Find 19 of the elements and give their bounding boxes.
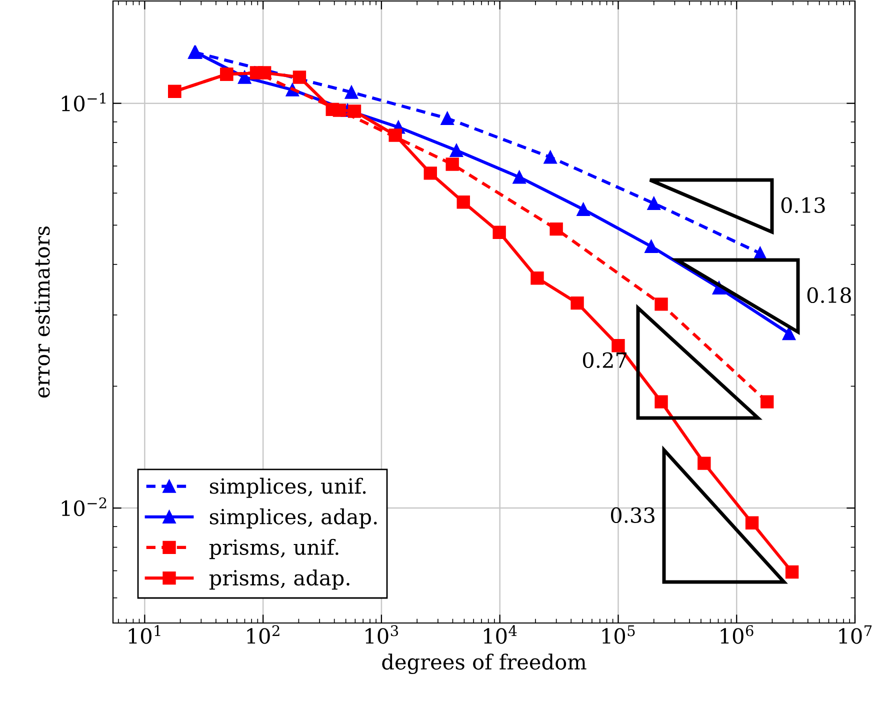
x-tick-label: 10$^{5}$ bbox=[602, 625, 635, 644]
annotation: 0.18 bbox=[807, 287, 851, 304]
x-tick-label: 10$^{4}$ bbox=[484, 625, 517, 644]
annotation: 0.27 bbox=[582, 352, 626, 368]
x-tick-label: 10$^{7}$ bbox=[839, 625, 872, 644]
annotation: 0.13 bbox=[781, 197, 825, 214]
x-tick-label: 10$^{1}$ bbox=[128, 625, 160, 644]
y-tick-label: 10$^{−1}$ bbox=[62, 92, 106, 112]
legend-label: prisms, adap. bbox=[209, 570, 350, 590]
x-axis-title: degrees of freedom bbox=[382, 654, 586, 674]
y-tick-label: 10$^{−2}$ bbox=[62, 497, 106, 516]
legend-label: simplices, adap. bbox=[210, 508, 377, 529]
legend-label: prisms, unif. bbox=[209, 538, 338, 560]
x-tick-label: 10$^{2}$ bbox=[247, 625, 280, 644]
x-tick-label: 10$^{3}$ bbox=[366, 625, 398, 644]
y-axis-title: error estimators bbox=[34, 226, 50, 398]
x-tick-label: 10$^{6}$ bbox=[720, 625, 754, 644]
annotation: 0.33 bbox=[610, 507, 654, 524]
legend-label: simplices, unif. bbox=[210, 478, 366, 498]
